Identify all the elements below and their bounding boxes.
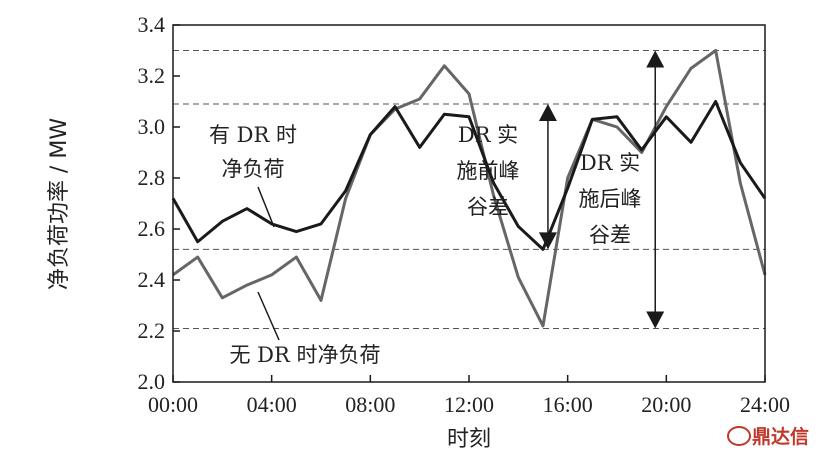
series-lines: [171, 49, 767, 328]
series-line-without-dr: [172, 49, 767, 328]
watermark-badge-icon: [727, 426, 751, 446]
svg-text:施前峰: 施前峰: [457, 159, 520, 183]
x-tick-label: 24:00: [740, 392, 790, 417]
svg-text:谷差: 谷差: [589, 223, 631, 247]
svg-text:DR 实: DR 实: [580, 151, 640, 175]
before-dr-arrow: [538, 104, 557, 250]
y-tick-label: 2.2: [138, 318, 166, 343]
x-tick-label: 08:00: [345, 392, 395, 417]
y-axis-title: 净负荷功率 / MW: [47, 118, 72, 290]
y-tick-label: 3.0: [138, 114, 166, 139]
svg-text:净负荷: 净负荷: [222, 157, 285, 181]
y-tick-label: 2.4: [138, 267, 166, 292]
svg-text:施后峰: 施后峰: [579, 187, 642, 211]
with-dr-label: 有 DR 时 净负荷: [209, 123, 297, 181]
svg-text:有 DR 时: 有 DR 时: [209, 123, 297, 147]
x-tick-label: 12:00: [444, 392, 494, 417]
x-tick-label: 04:00: [247, 392, 297, 417]
before-dr-range-label: DR 实 施前峰 谷差: [457, 123, 520, 219]
watermark-logo: 鼎达信: [727, 425, 809, 448]
without-dr-leader-line: [257, 291, 280, 341]
without-dr-label: 无 DR 时净负荷: [230, 343, 381, 367]
watermark-text: 鼎达信: [752, 425, 809, 448]
y-tick-label: 3.4: [138, 12, 166, 37]
x-tick-label: 20:00: [641, 392, 691, 417]
svg-text:谷差: 谷差: [467, 195, 509, 219]
arrow-head-down: [538, 232, 557, 250]
x-axis-title: 时刻: [447, 427, 491, 452]
plot-frame: [172, 24, 766, 383]
with-dr-leader-line: [257, 186, 275, 228]
tick-labels: 2.0 2.2 2.4 2.6 2.8 3.0 3.2 3.4 00:00 04:00 08:00 1…: [138, 12, 791, 417]
arrow-head-up: [538, 104, 557, 122]
svg-text:DR 实: DR 实: [458, 123, 518, 147]
y-tick-label: 3.2: [138, 63, 166, 88]
after-dr-arrow: [646, 50, 665, 329]
arrow-head-down: [646, 311, 665, 329]
x-tick-label: 00:00: [148, 392, 198, 417]
y-tick-label: 2.0: [138, 369, 166, 394]
x-tick-label: 16:00: [543, 392, 593, 417]
range-arrows: [538, 50, 665, 329]
arrow-head-up: [646, 50, 665, 68]
y-tick-label: 2.6: [138, 216, 166, 241]
series-line-with-dr: [171, 100, 767, 251]
after-dr-range-label: DR 实 施后峰 谷差: [579, 151, 642, 247]
y-tick-label: 2.8: [138, 165, 166, 190]
